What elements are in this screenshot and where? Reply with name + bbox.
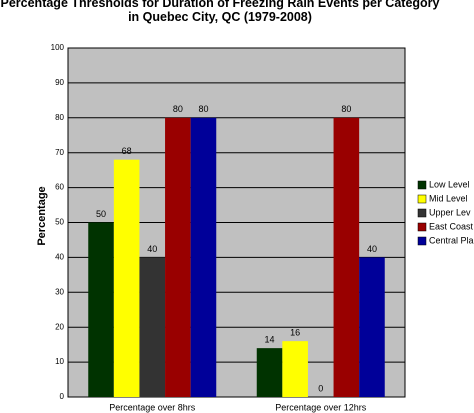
- value-label: 80: [341, 104, 351, 114]
- legend-swatch: [417, 222, 427, 232]
- bar: [113, 159, 140, 397]
- bar: [359, 257, 385, 397]
- bar: [282, 341, 308, 397]
- value-label: 16: [290, 328, 300, 338]
- chart-title: Percentage Thresholds for Duration of Fr…: [0, 0, 440, 24]
- bar: [333, 117, 360, 398]
- y-tick-label: 50: [55, 218, 64, 227]
- legend-label: Central Pla: [429, 235, 474, 245]
- legend-swatch: [417, 236, 427, 246]
- bar: [165, 117, 191, 398]
- legend-label: Upper Lev: [429, 207, 471, 217]
- value-label: 50: [96, 209, 106, 219]
- value-label: 40: [367, 244, 377, 254]
- legend-swatch: [417, 194, 427, 204]
- bar: [256, 348, 283, 397]
- bar: [139, 257, 166, 397]
- y-tick-label: 90: [55, 78, 64, 87]
- y-tick-label: 60: [55, 183, 64, 192]
- y-tick-label: 20: [55, 322, 64, 331]
- y-tick-label: 0: [60, 392, 65, 401]
- value-label: 68: [122, 146, 132, 156]
- bar: [88, 222, 114, 397]
- y-axis-label: Percentage: [36, 186, 48, 245]
- value-label: 0: [318, 383, 323, 393]
- legend-label: East Coast: [429, 221, 474, 231]
- y-tick-label: 10: [55, 357, 64, 366]
- value-label: 40: [147, 244, 157, 254]
- y-tick-label: 70: [55, 148, 64, 157]
- x-tick-label: Percentage over 8hrs: [109, 402, 196, 412]
- legend-label: Low Level: [429, 179, 470, 189]
- x-tick-label: Percentage over 12hrs: [275, 402, 367, 412]
- value-label: 80: [173, 104, 183, 114]
- y-tick-label: 40: [55, 253, 64, 262]
- legend-swatch: [417, 180, 427, 190]
- bar: [190, 117, 217, 398]
- value-label: 80: [198, 104, 208, 114]
- value-label: 14: [265, 335, 275, 345]
- legend-label: Mid Level: [429, 193, 468, 203]
- y-tick-label: 100: [51, 43, 65, 52]
- y-tick-label: 30: [55, 287, 64, 296]
- legend-swatch: [417, 208, 427, 218]
- y-tick-label: 80: [55, 113, 64, 122]
